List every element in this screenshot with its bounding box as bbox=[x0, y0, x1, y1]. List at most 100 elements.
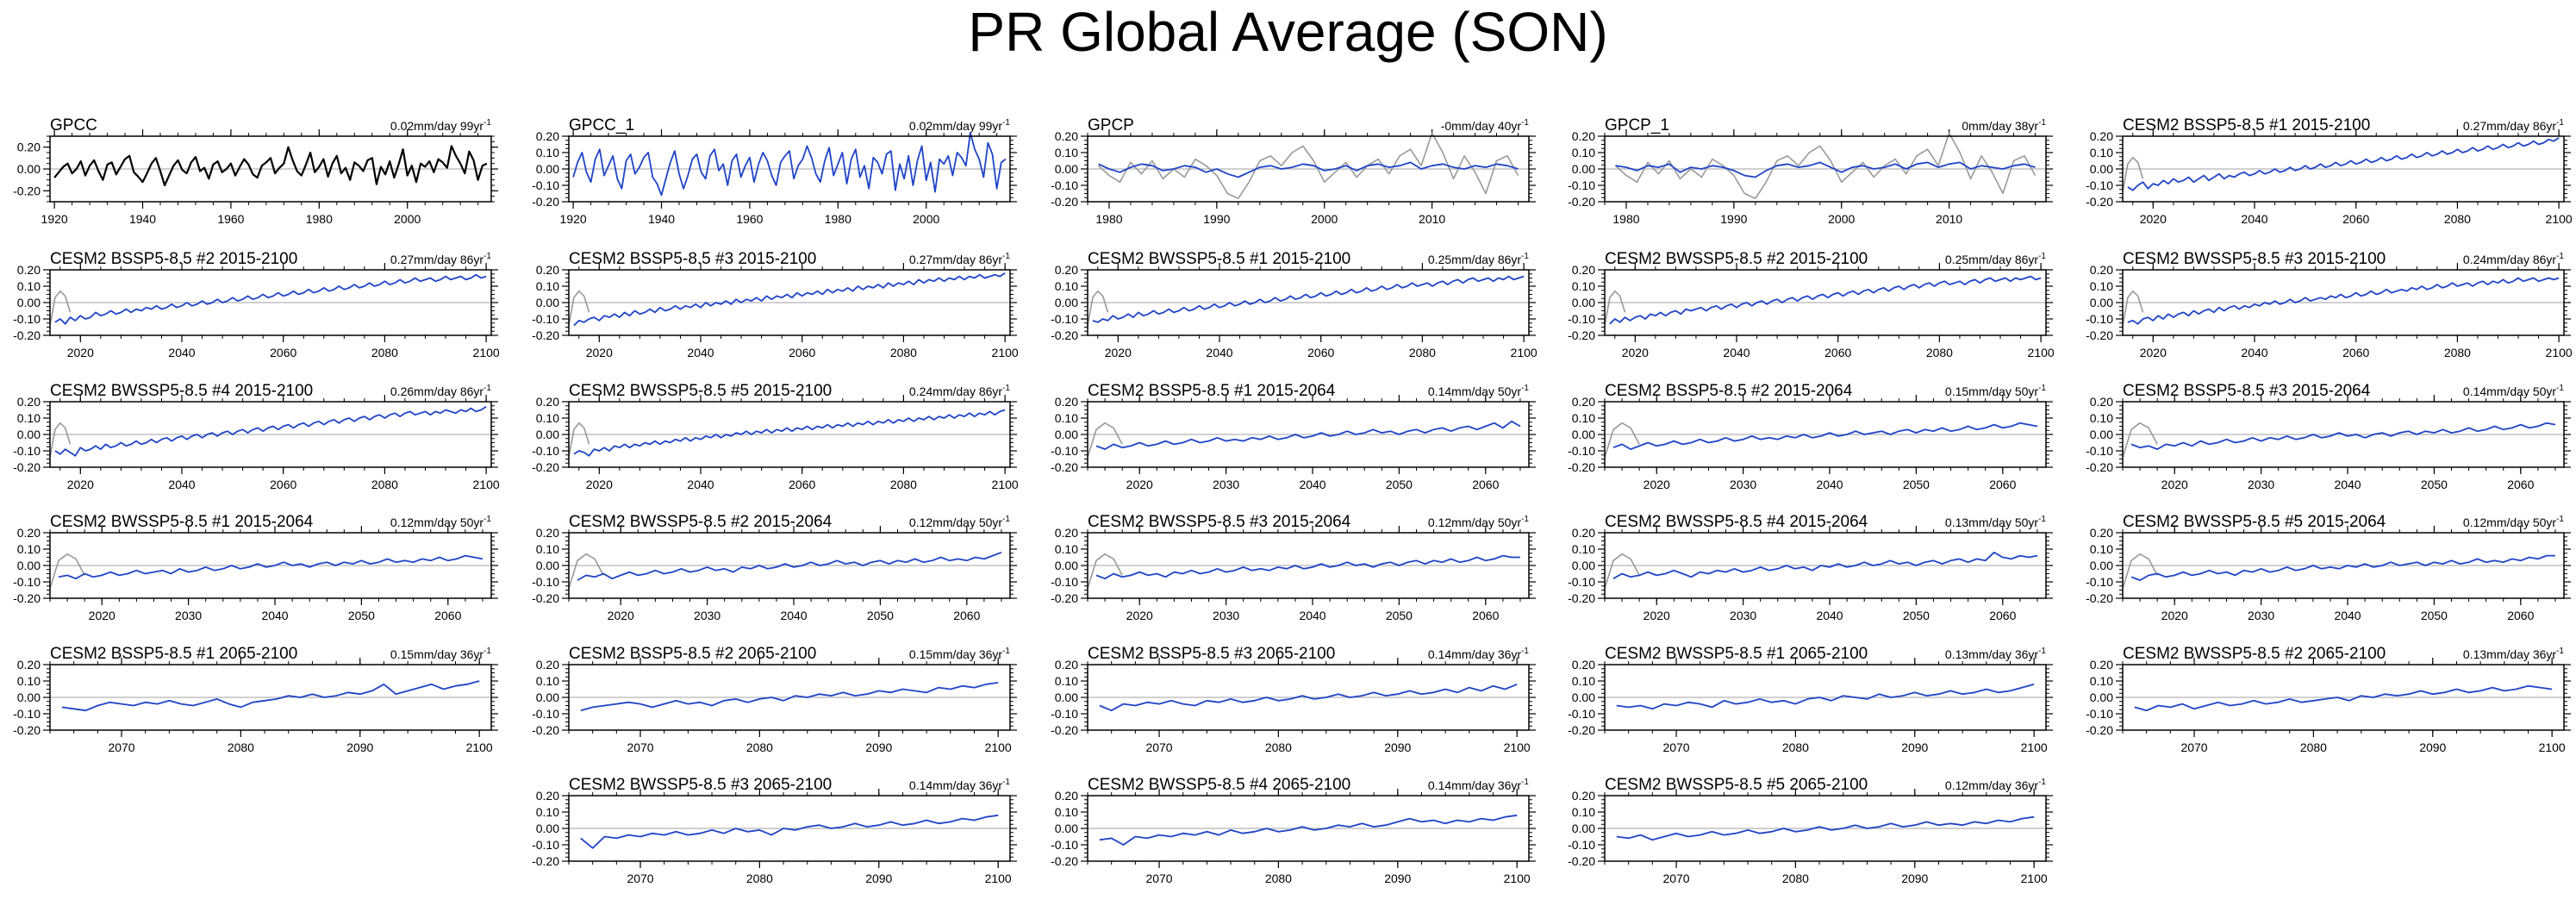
x-tick-label: 2070 bbox=[627, 872, 653, 885]
y-tick-label: -0.20 bbox=[1568, 854, 1595, 868]
trend-value: 0.15mm/day 50yr bbox=[1945, 384, 2038, 398]
y-tick-label: 0.20 bbox=[1055, 526, 1078, 540]
series-line-model bbox=[572, 132, 1007, 197]
plot-frame bbox=[1087, 269, 1530, 336]
plot-frame bbox=[1087, 532, 1530, 599]
series-line-model bbox=[1092, 275, 1525, 323]
x-tick-label: 2080 bbox=[890, 478, 917, 491]
panel-title: CESM2 BSSP5-8.5 #1 2015-2064 bbox=[1088, 382, 1336, 400]
x-tick-label: 2000 bbox=[913, 212, 939, 226]
y-tick-label: 0.00 bbox=[17, 559, 41, 572]
y-tick-label: -0.10 bbox=[1051, 838, 1078, 852]
y-tick-label: 0.00 bbox=[536, 559, 559, 572]
x-tick-label: 2020 bbox=[608, 609, 634, 622]
y-tick-label: 0.20 bbox=[1055, 129, 1078, 143]
panel-trend: 0.02mm/day 99yr-1 bbox=[909, 118, 1011, 133]
x-tick-label: 2040 bbox=[261, 609, 288, 622]
x-tick-label: 2060 bbox=[1989, 609, 2016, 622]
trend-exponent: -1 bbox=[2556, 384, 2564, 393]
y-tick-label: 0.10 bbox=[1572, 279, 1595, 293]
y-tick-label: -0.20 bbox=[2086, 723, 2113, 737]
x-tick-label: 2070 bbox=[1662, 740, 1689, 754]
x-tick-label: 2040 bbox=[2334, 609, 2361, 622]
plot-frame bbox=[1604, 401, 2047, 468]
trend-exponent: -1 bbox=[483, 647, 491, 656]
panel-cesm2-bwssp5-8-5-1-2015-2064: CESM2 BWSSP5-8.5 #1 2015-2064 0.12mm/day … bbox=[13, 513, 498, 622]
trend-exponent: -1 bbox=[1521, 118, 1529, 128]
x-tick-label: 2100 bbox=[2546, 346, 2573, 359]
x-tick-label: 2060 bbox=[270, 478, 296, 491]
plot-frame bbox=[2122, 269, 2565, 336]
panel-cesm2-bssp5-8-5-3-2015-2100: CESM2 BSSP5-8.5 #3 2015-2100 0.27mm/day 8… bbox=[532, 250, 1019, 359]
x-tick-label: 2100 bbox=[985, 872, 1012, 885]
x-tick-label: 2100 bbox=[466, 740, 493, 754]
plot-frame bbox=[49, 401, 492, 468]
series-line-model bbox=[1616, 815, 2035, 841]
x-tick-label: 2090 bbox=[865, 740, 892, 754]
x-tick-label: 2080 bbox=[371, 478, 398, 491]
y-tick-label: 0.20 bbox=[536, 395, 559, 409]
y-tick-label: 0.10 bbox=[536, 674, 559, 688]
panel-trend: 0.14mm/day 36yr-1 bbox=[1428, 647, 1530, 661]
plot-frame bbox=[568, 401, 1011, 468]
x-tick-label: 1960 bbox=[736, 212, 763, 226]
y-tick-label: 0.10 bbox=[536, 805, 559, 819]
x-tick-label: 2020 bbox=[1644, 609, 1670, 622]
y-tick-label: 0.00 bbox=[536, 428, 559, 441]
x-tick-label: 2040 bbox=[1816, 478, 1843, 491]
trend-value: 0.12mm/day 50yr bbox=[909, 515, 1002, 529]
panel-title: CESM2 BSSP5-8.5 #1 2065-2100 bbox=[50, 645, 297, 663]
y-tick-label: 0.00 bbox=[1572, 690, 1595, 704]
y-tick-label: 0.20 bbox=[1572, 789, 1595, 803]
y-tick-label: 0.00 bbox=[536, 822, 559, 835]
panel-cesm2-bssp5-8-5-1-2065-2100: CESM2 BSSP5-8.5 #1 2065-2100 0.15mm/day 3… bbox=[13, 645, 498, 754]
x-tick-label: 2100 bbox=[2539, 740, 2566, 754]
trend-exponent: -1 bbox=[2556, 515, 2564, 524]
y-tick-label: 0.20 bbox=[1572, 395, 1595, 409]
trend-value: 0.15mm/day 36yr bbox=[390, 647, 483, 661]
x-tick-label: 1990 bbox=[1203, 212, 1230, 226]
series-line-model bbox=[61, 680, 480, 712]
x-tick-label: 1920 bbox=[41, 212, 68, 226]
x-tick-label: 2050 bbox=[2421, 609, 2448, 622]
trend-value: 0.02mm/day 99yr bbox=[390, 119, 483, 133]
series-line-model bbox=[1095, 554, 1520, 580]
x-tick-label: 2030 bbox=[694, 609, 720, 622]
trend-exponent: -1 bbox=[2038, 515, 2046, 524]
plot-frame bbox=[1604, 135, 2047, 203]
series-line-ref bbox=[1087, 553, 1123, 589]
y-tick-label: 0.10 bbox=[536, 279, 559, 293]
panel-cesm2-bssp5-8-5-2-2065-2100: CESM2 BSSP5-8.5 #2 2065-2100 0.15mm/day 3… bbox=[532, 645, 1017, 754]
panel-cesm2-bwssp5-8-5-4-2015-2100: CESM2 BWSSP5-8.5 #4 2015-2100 0.26mm/day … bbox=[13, 382, 500, 491]
plot-frame bbox=[568, 135, 1011, 203]
y-tick-label: 0.00 bbox=[536, 162, 559, 176]
panel-title: CESM2 BWSSP5-8.5 #4 2015-2064 bbox=[1605, 513, 1868, 531]
y-tick-label: -0.10 bbox=[1568, 707, 1595, 721]
series-line-model bbox=[573, 409, 1006, 457]
panel-cesm2-bssp5-8-5-3-2065-2100: CESM2 BSSP5-8.5 #3 2065-2100 0.14mm/day 3… bbox=[1051, 645, 1536, 754]
y-tick-label: -0.20 bbox=[2086, 195, 2113, 209]
x-tick-label: 2080 bbox=[1782, 872, 1809, 885]
trend-value: 0.14mm/day 36yr bbox=[1428, 647, 1521, 661]
x-tick-label: 2020 bbox=[1126, 478, 1153, 491]
panel-title: GPCP bbox=[1088, 116, 1134, 134]
x-tick-label: 2070 bbox=[1662, 872, 1689, 885]
y-tick-label: 0.10 bbox=[536, 542, 559, 556]
panel-trend: 0.14mm/day 36yr-1 bbox=[909, 778, 1011, 792]
series-line-ref bbox=[1087, 290, 1109, 326]
panel-trend: 0.12mm/day 50yr-1 bbox=[2463, 515, 2565, 529]
y-tick-label: -0.20 bbox=[532, 723, 559, 737]
plot-frame bbox=[568, 269, 1011, 336]
y-tick-label: 0.10 bbox=[1055, 146, 1078, 159]
trend-value: 0.27mm/day 86yr bbox=[390, 253, 483, 266]
y-tick-label: 0.00 bbox=[2090, 162, 2113, 176]
plot-frame bbox=[1604, 532, 2047, 599]
trend-exponent: -1 bbox=[483, 384, 491, 393]
series-line-ref bbox=[1604, 422, 1640, 458]
panel-cesm2-bssp5-8-5-2-2015-2100: CESM2 BSSP5-8.5 #2 2015-2100 0.27mm/day 8… bbox=[13, 250, 500, 359]
x-tick-label: 2070 bbox=[1145, 872, 1172, 885]
panel-title: CESM2 BSSP5-8.5 #1 2015-2100 bbox=[2123, 116, 2370, 134]
y-tick-label: 0.20 bbox=[17, 658, 41, 672]
panel-cesm2-bwssp5-8-5-2-2015-2100: CESM2 BWSSP5-8.5 #2 2015-2100 0.25mm/day … bbox=[1568, 250, 2055, 359]
